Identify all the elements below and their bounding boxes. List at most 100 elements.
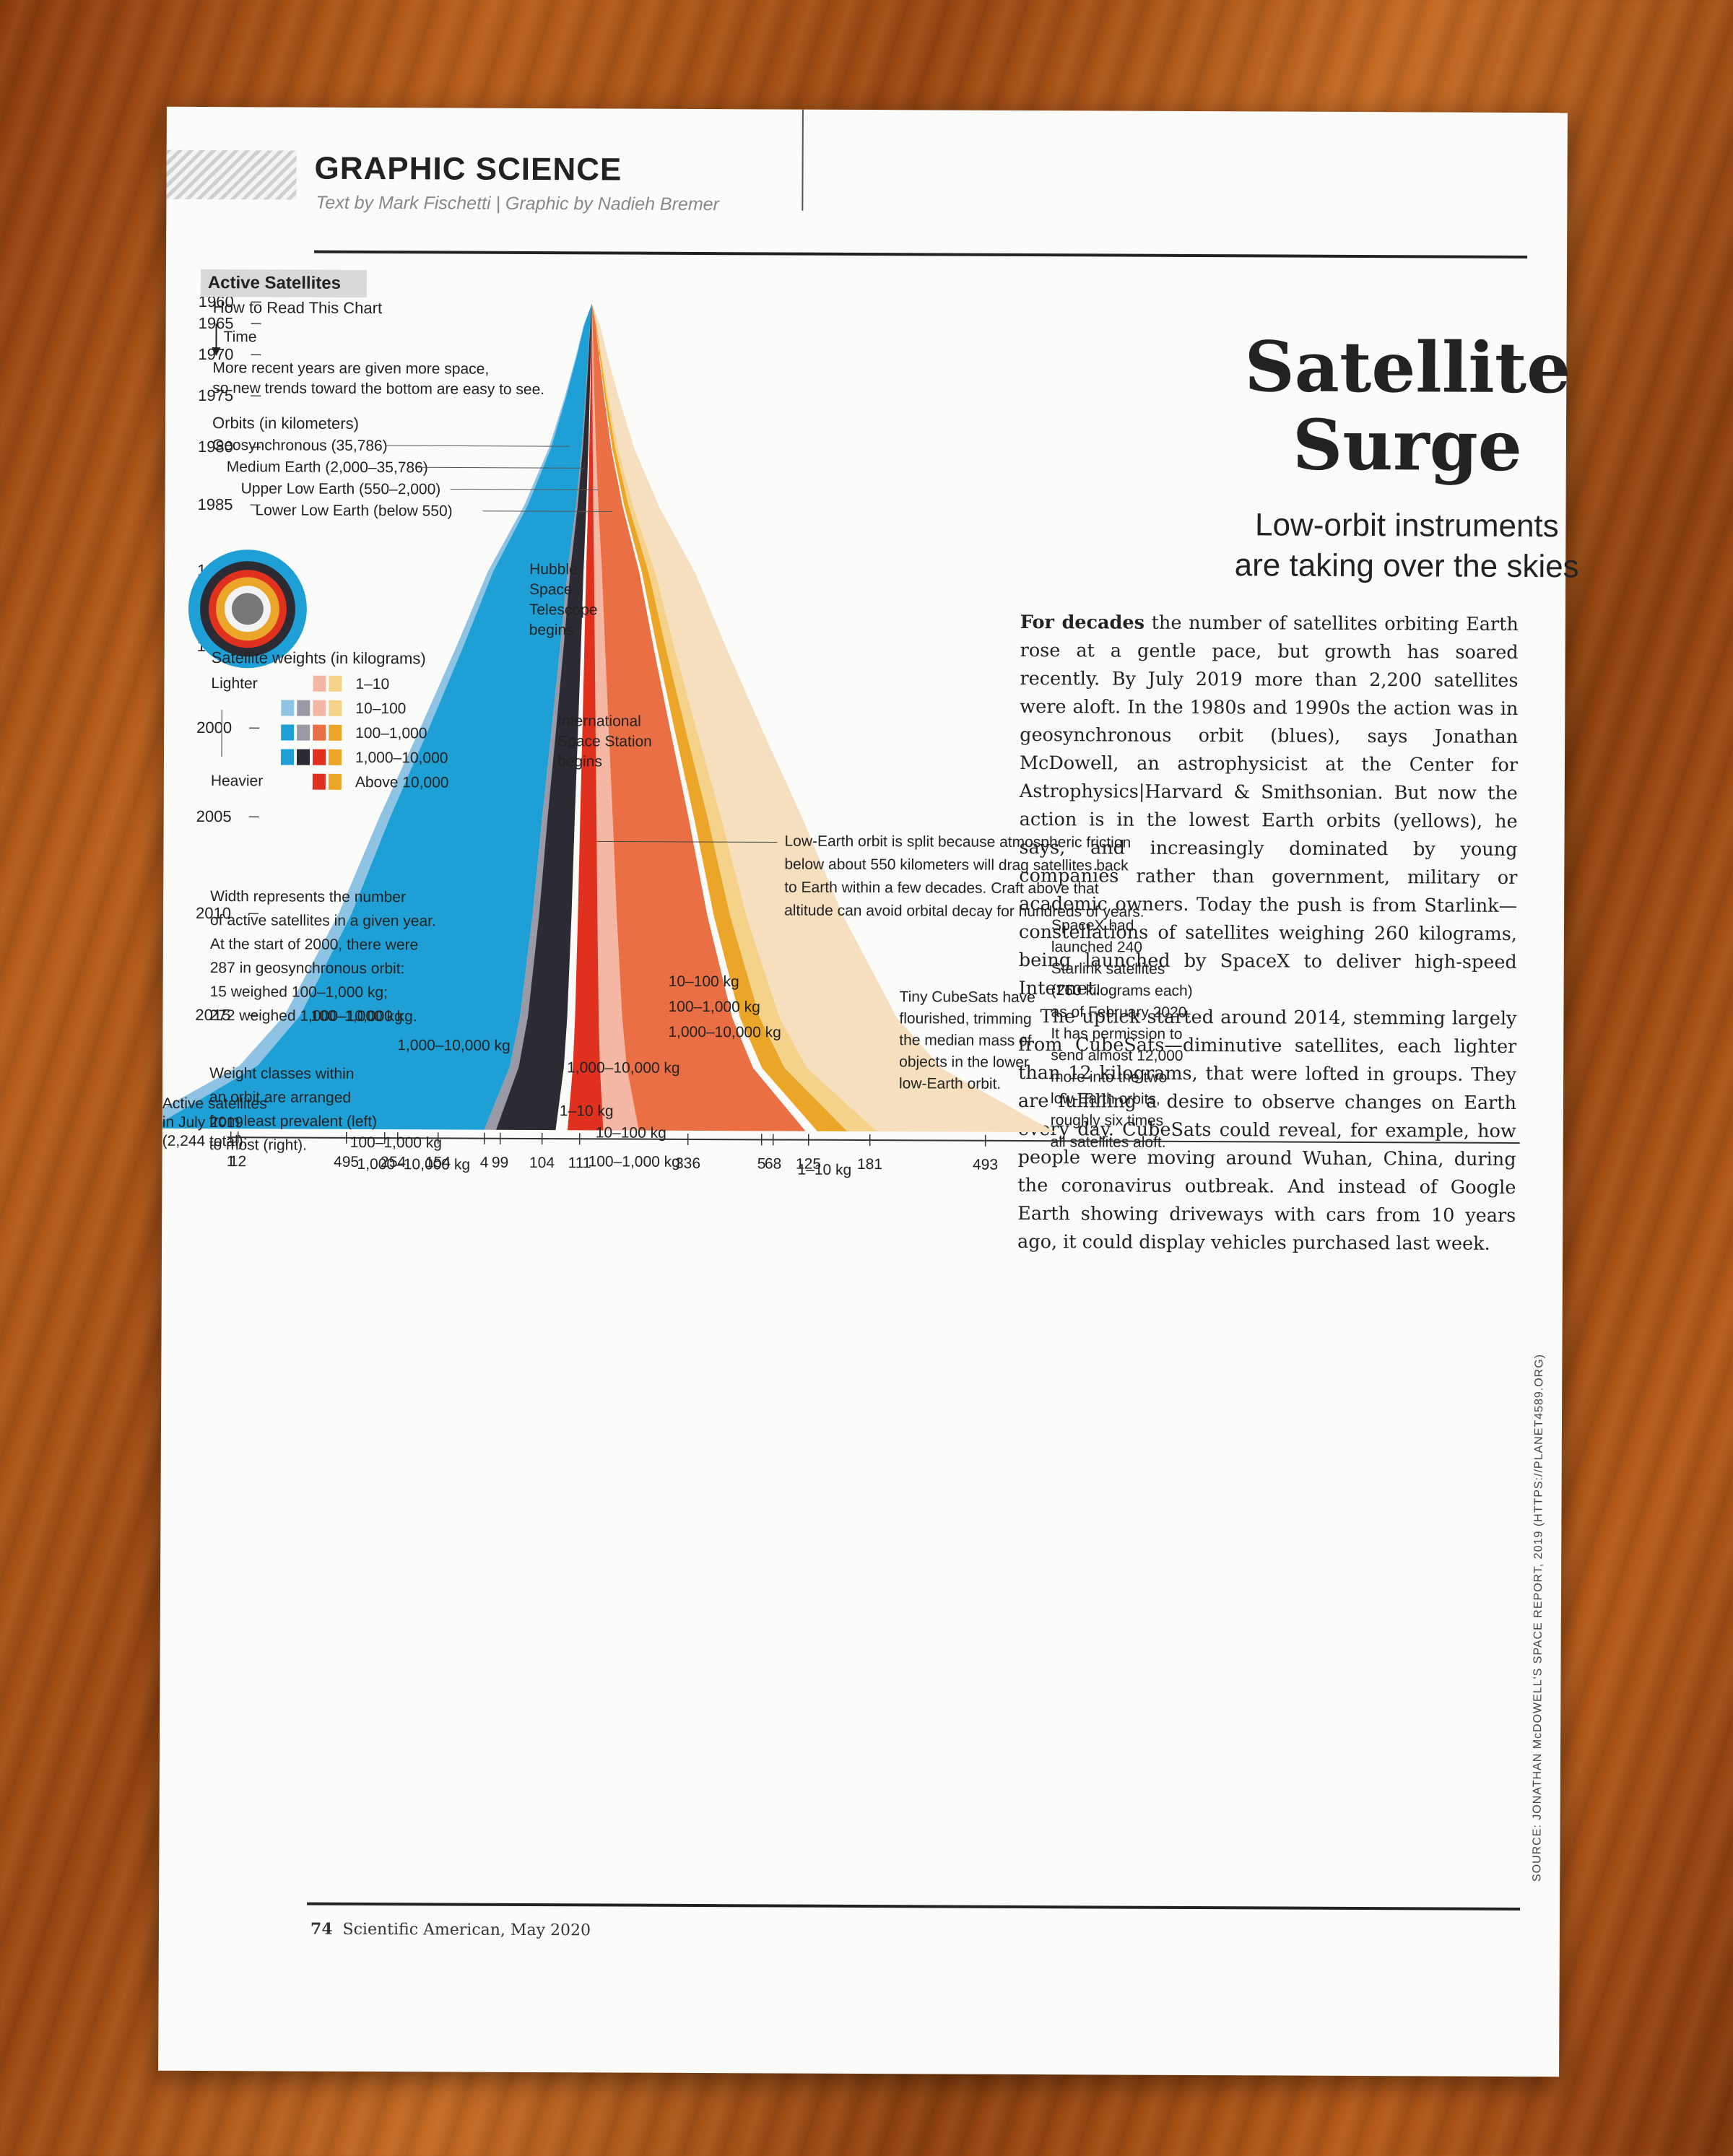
recent-note: More recent years are given more space,: [212, 360, 489, 378]
leo-split-leader: [596, 840, 778, 843]
count-label: 5: [757, 1155, 766, 1172]
leo-split-annotation: to Earth within a few decades. Craft abo…: [784, 879, 1099, 897]
count-label: 495: [334, 1154, 359, 1170]
publication-name: Scientific American, May 2020: [342, 1920, 591, 1940]
count-label: 181: [857, 1156, 882, 1173]
orbit-label: Lower Low Earth (below 550): [255, 502, 452, 519]
count-label: 68: [765, 1155, 781, 1172]
count-label: 111: [568, 1155, 591, 1171]
weight-swatch: [328, 773, 342, 790]
weight-swatch: [312, 773, 326, 790]
weight-swatch: [313, 724, 326, 741]
weight-swatch: [313, 675, 326, 692]
count-label: 154: [425, 1154, 451, 1170]
weight-class-label: 1–10: [355, 676, 389, 692]
hubble-annotation: Space: [529, 581, 573, 598]
total-label: (2,244 total):: [162, 1133, 248, 1150]
order-note: Weight classes within: [209, 1065, 354, 1082]
width-note: Width represents the number: [210, 888, 406, 905]
weight-swatch: [281, 700, 295, 716]
stream-label-ule-small: 1–10 kg: [560, 1103, 614, 1119]
hubble-annotation: begins: [529, 622, 574, 638]
total-label: in July 2019: [162, 1114, 243, 1131]
leo-split-annotation: altitude can avoid orbital decay for hun…: [784, 903, 1145, 921]
order-note: to most (right).: [209, 1136, 307, 1154]
year-tick-label: 2005: [196, 807, 232, 825]
spacex-annotation: (260 kilograms each): [1051, 982, 1193, 999]
leo-split-annotation: Low-Earth orbit is split because atmosph…: [784, 833, 1131, 851]
orbit-leader: [385, 445, 570, 447]
spacex-annotation: all satellites aloft.: [1051, 1134, 1166, 1151]
year-tick-label: 1985: [197, 495, 233, 513]
weight-class-label: 100–1,000: [355, 725, 427, 742]
width-note: of active satellites in a given year.: [210, 912, 436, 929]
iss-annotation: Space Station: [557, 733, 652, 750]
spacex-annotation: more into the two: [1051, 1069, 1167, 1086]
leo-split-annotation: below about 550 kilometers will drag sat…: [784, 856, 1129, 874]
spacex-annotation: SpaceX had: [1051, 917, 1134, 934]
weight-swatch: [281, 724, 295, 741]
cubesat-annotation: the median mass of: [899, 1032, 1032, 1049]
weight-class-label: 10–100: [355, 700, 406, 717]
year-tick-label: 2000: [196, 718, 232, 736]
legend-tab: [200, 269, 367, 297]
weight-swatch: [329, 675, 342, 692]
count-label: 125: [796, 1156, 821, 1173]
count-label: 4: [480, 1155, 489, 1171]
orbit-leader: [482, 510, 613, 512]
orbit-leader: [450, 488, 599, 490]
weight-swatch: [296, 749, 310, 765]
weight-swatch: [313, 700, 326, 716]
satellite-streamgraph: 1960196519701975198019851990199520002005…: [158, 269, 1520, 1178]
lighter-label: Lighter: [211, 675, 257, 692]
weights-title: Satellite weights (in kilograms): [212, 648, 426, 667]
total-label: Active satellites: [162, 1095, 267, 1113]
iss-annotation: begins: [557, 753, 602, 770]
year-tick-label: 1980: [198, 438, 233, 456]
weight-swatch: [312, 749, 326, 765]
count-label: 99: [492, 1155, 508, 1171]
stream-label-ule-big: 1,000–10,000 kg: [567, 1059, 680, 1077]
meo-main-stream: [496, 303, 592, 1131]
count-label: 54: [389, 1154, 407, 1170]
weight-swatch: [329, 724, 342, 741]
year-tick-label: 2015: [195, 1006, 230, 1024]
order-note: from least prevalent (left): [209, 1113, 377, 1130]
ule-light-stream: [591, 303, 663, 1131]
orbit-label: Geosynchronous (35,786): [212, 437, 388, 454]
spacex-annotation: low-Earth orbits,: [1051, 1090, 1160, 1108]
page-number: 74: [310, 1919, 333, 1939]
time-arrow-head: [212, 347, 221, 357]
stream-label-ule-large: 100–1,000 kg: [588, 1153, 680, 1170]
earth-icon: [231, 593, 264, 625]
stream-label-ule-mid: 10–100 kg: [596, 1124, 666, 1141]
weight-class-label: Above 10,000: [355, 774, 449, 791]
weight-swatch: [329, 700, 342, 716]
spacex-annotation: roughly six times: [1051, 1112, 1163, 1129]
time-label: Time: [224, 329, 257, 345]
count-label: 12: [230, 1153, 246, 1170]
weight-swatch: [297, 700, 310, 716]
year-tick-label: 2010: [196, 904, 231, 922]
stream-label-lle-a: 10–100 kg: [669, 973, 739, 990]
count-baseline: [227, 1136, 1520, 1144]
geo-main-stream: [158, 303, 592, 1130]
stream-label-meo-a: 100–1,000 kg: [350, 1134, 442, 1152]
spacex-annotation: It has permission to: [1051, 1025, 1182, 1043]
ule-main-stream: [591, 303, 806, 1131]
count-label: 336: [675, 1155, 700, 1172]
stream-label-geo-mid: 100–1,000 kg: [310, 1008, 402, 1025]
recent-note: so new trends toward the bottom are easy…: [212, 380, 544, 398]
lle-pale-stream: [591, 303, 1056, 1133]
spacex-annotation: as of February 2020.: [1051, 1004, 1191, 1021]
page-footer: 74 Scientific American, May 2020: [310, 1920, 591, 1940]
cubesat-annotation: objects in the lower: [899, 1053, 1029, 1071]
how-to-title: How to Read This Chart: [213, 298, 382, 317]
cubesat-annotation: low-Earth orbit.: [899, 1075, 1001, 1092]
cubesat-annotation: Tiny CubeSats have: [900, 988, 1035, 1006]
weight-swatch: [328, 749, 342, 765]
orbit-label: Medium Earth (2,000–35,786): [227, 458, 428, 476]
year-tick-label: 1975: [198, 386, 233, 404]
stream-label-geo-big: 1,000–10,000 kg: [397, 1037, 511, 1054]
stream-label-lle-small: 1–10 kg: [797, 1162, 851, 1178]
